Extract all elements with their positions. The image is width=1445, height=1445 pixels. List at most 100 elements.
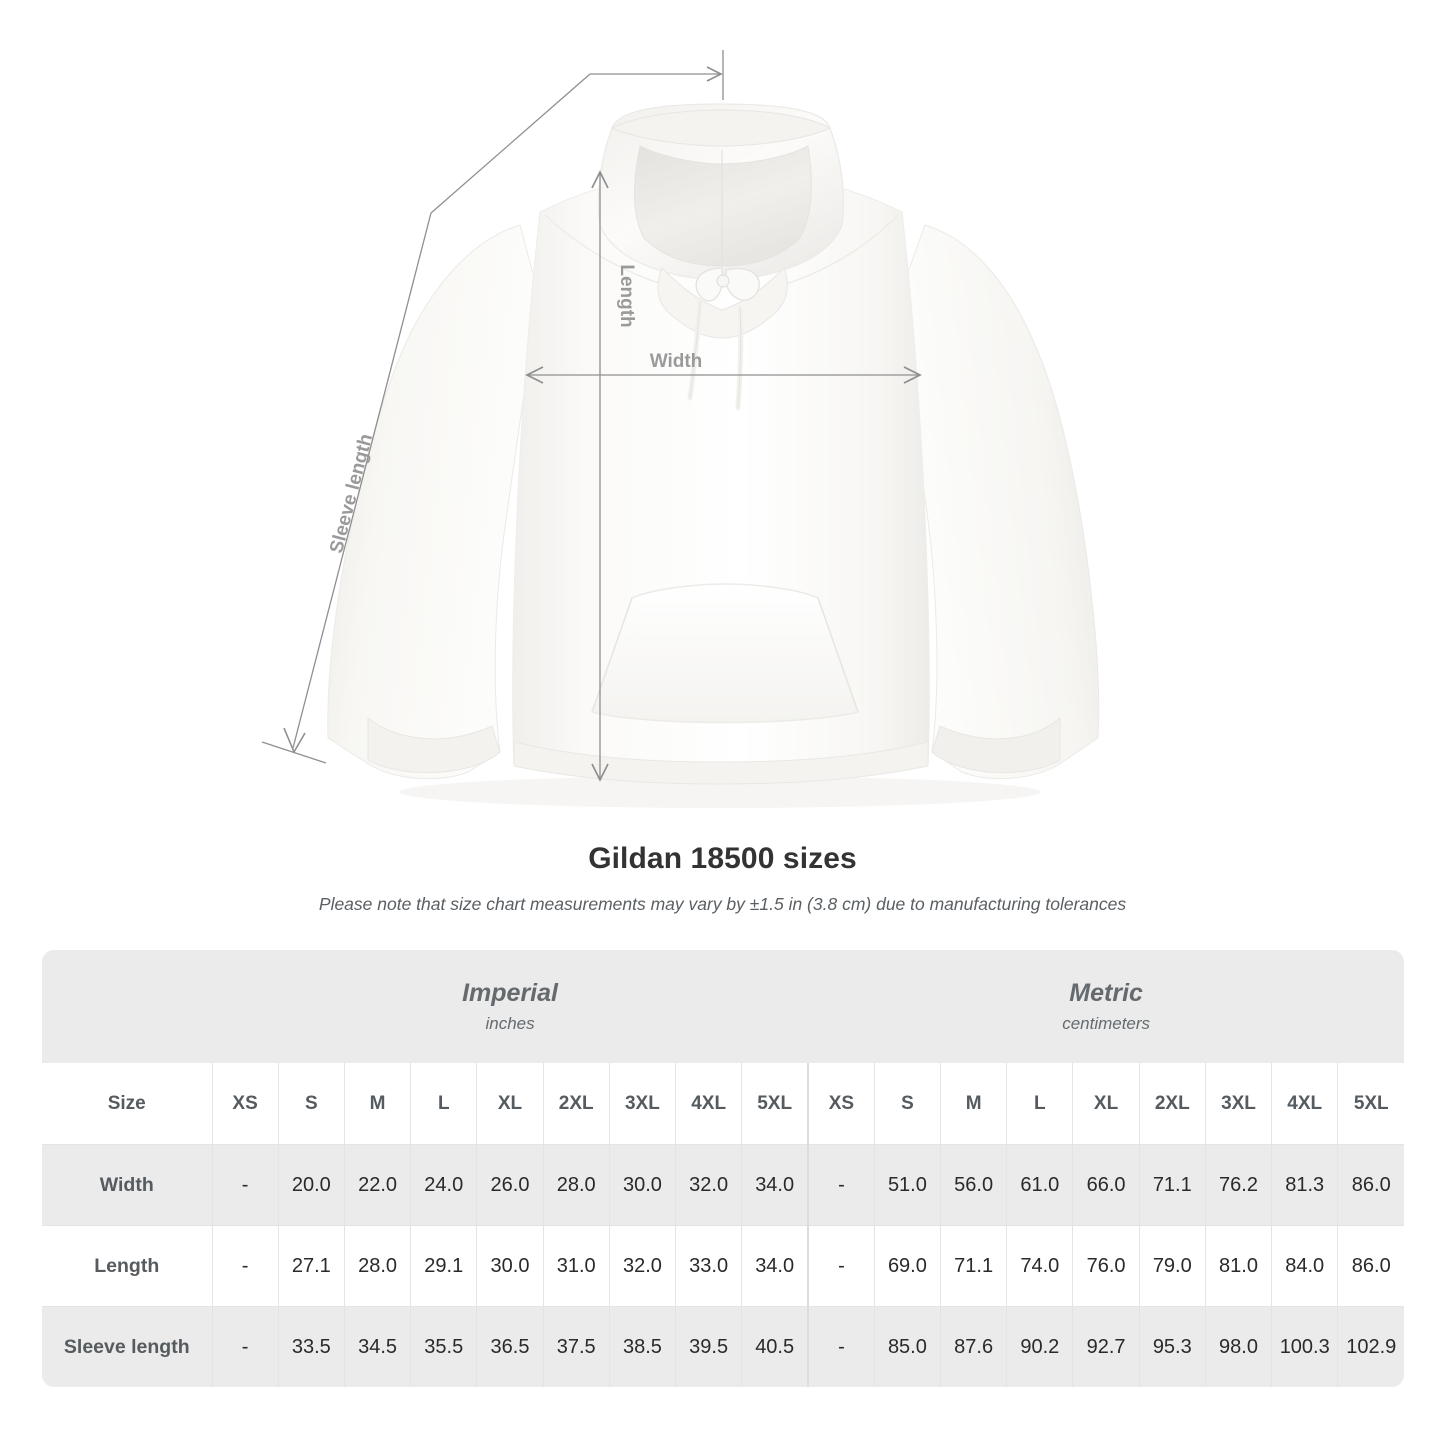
hoodie-diagram: Sleeve length Length Width: [261, 50, 1100, 808]
size-header-metric-4xl: 4XL: [1271, 1063, 1339, 1145]
cell-imperial: 35.5: [410, 1306, 478, 1387]
size-column-header: Size: [42, 1063, 213, 1145]
right-sleeve: [897, 224, 1100, 780]
cell-metric: -: [808, 1306, 875, 1387]
cell-metric: 86.0: [1337, 1225, 1405, 1307]
length-arrow-head-top: [591, 170, 609, 189]
size-header-metric-2xl: 2XL: [1139, 1063, 1206, 1145]
size-header-metric-5xl: 5XL: [1337, 1063, 1405, 1145]
cell-metric: 81.3: [1271, 1144, 1339, 1226]
cell-imperial: 33.0: [675, 1225, 743, 1307]
table-row: Sleeve length -33.5 34.5 35.5 36.5 37.5 38.5 39…: [42, 1306, 1405, 1387]
kangaroo-pocket: [591, 583, 859, 724]
drawstring-knot: [716, 274, 730, 288]
unit-name: Imperial: [462, 978, 558, 1007]
cell-metric: 66.0: [1072, 1144, 1140, 1226]
size-header-imperial-s: S: [278, 1063, 345, 1145]
cell-imperial: 33.5: [278, 1306, 345, 1387]
size-chart-table-wrap: Imperial inches Metric centimeters Size XS S M L…: [42, 950, 1405, 1387]
cell-metric: 95.3: [1139, 1306, 1206, 1387]
table-row: Length -27.1 28.0 29.1 30.0 31.0 32.0 33.0 34.0-…: [42, 1225, 1405, 1307]
sleeve-arrow-head-top: [706, 66, 723, 82]
cell-imperial: 20.0: [278, 1144, 345, 1226]
cell-metric: 56.0: [940, 1144, 1008, 1226]
hoodie-illustration: [327, 103, 1100, 808]
cell-metric: 98.0: [1205, 1306, 1273, 1387]
cell-imperial: 22.0: [344, 1144, 412, 1226]
right-cuff: [931, 716, 1061, 774]
cell-metric: 87.6: [940, 1306, 1008, 1387]
title-block: Gildan 18500 sizes Please note that size…: [0, 840, 1445, 916]
size-header-imperial-2xl: 2XL: [543, 1063, 610, 1145]
size-header-metric-xl: XL: [1072, 1063, 1140, 1145]
cell-metric: 76.2: [1205, 1144, 1273, 1226]
tolerance-note: Please note that size chart measurements…: [318, 894, 1127, 914]
length-arrow-head-bottom: [591, 763, 609, 782]
size-header-row: Size XS S M L XL 2XL 3XL 4XL 5XL XS S M L XL 2XL 3XL 4XL 5…: [42, 1063, 1405, 1145]
unit-subtitle: inches: [485, 1013, 535, 1033]
size-header-imperial-5xl: 5XL: [741, 1063, 810, 1145]
cell-metric: 102.9: [1337, 1306, 1405, 1387]
width-label: Width: [650, 351, 703, 372]
cell-imperial: 26.0: [476, 1144, 544, 1226]
cell-metric: 71.1: [1139, 1144, 1206, 1226]
width-arrow-head-left: [525, 366, 544, 384]
cell-imperial: 29.1: [410, 1225, 478, 1307]
size-header-imperial-3xl: 3XL: [609, 1063, 677, 1145]
row-label-width: Width: [42, 1144, 213, 1226]
unit-header-imperial: Imperial inches: [212, 950, 809, 1063]
cell-metric: 69.0: [874, 1225, 942, 1307]
unit-header-row: Imperial inches Metric centimeters: [42, 950, 1405, 1063]
cell-metric: 90.2: [1006, 1306, 1074, 1387]
sleeve-bottom-tick: [261, 741, 327, 764]
size-header-metric-m: M: [940, 1063, 1008, 1145]
row-label-length: Length: [42, 1225, 213, 1307]
cell-metric: 100.3: [1271, 1306, 1339, 1387]
cell-metric: 76.0: [1072, 1225, 1140, 1307]
size-header-imperial-m: M: [344, 1063, 412, 1145]
pocket-left-edge: [591, 597, 633, 713]
unit-header-corner: [42, 950, 212, 1063]
pocket-right-edge: [817, 597, 859, 713]
cell-imperial: 38.5: [609, 1306, 677, 1387]
length-label: Length: [616, 264, 637, 327]
size-header-metric-xs: XS: [808, 1063, 875, 1145]
size-header-metric-l: L: [1006, 1063, 1074, 1145]
cell-imperial: -: [212, 1225, 279, 1307]
cell-imperial: 40.5: [741, 1306, 810, 1387]
drawstring-left-outline: [689, 301, 701, 399]
cell-metric: 61.0: [1006, 1144, 1074, 1226]
cell-metric: 79.0: [1139, 1225, 1206, 1307]
drawstring-bow-right-loop: [725, 268, 760, 301]
cell-imperial: 30.0: [609, 1144, 677, 1226]
row-label-sleeve-length: Sleeve length: [42, 1306, 213, 1387]
page-title: Gildan 18500 sizes: [588, 842, 857, 875]
cell-metric: 86.0: [1337, 1144, 1405, 1226]
hoodie-diagram-svg: Sleeve length Length Width: [261, 50, 1100, 808]
drawstring-right-outline: [737, 307, 742, 409]
cell-imperial: 24.0: [410, 1144, 478, 1226]
cell-metric: 74.0: [1006, 1225, 1074, 1307]
unit-name: Metric: [1069, 978, 1143, 1007]
cell-metric: 51.0: [874, 1144, 942, 1226]
cell-metric: 84.0: [1271, 1225, 1339, 1307]
drawstring-bow-left-loop: [695, 267, 723, 302]
cell-imperial: 34.5: [344, 1306, 412, 1387]
size-header-imperial-xs: XS: [212, 1063, 279, 1145]
cell-imperial: 39.5: [675, 1306, 743, 1387]
left-sleeve: [327, 224, 541, 780]
cell-imperial: 32.0: [675, 1144, 743, 1226]
cell-imperial: 34.0: [741, 1144, 810, 1226]
hood-inner: [633, 145, 812, 267]
left-cuff: [367, 716, 501, 774]
unit-subtitle: centimeters: [1062, 1013, 1151, 1033]
cell-imperial: 37.5: [543, 1306, 610, 1387]
hood-rib-edge: [610, 109, 832, 147]
cell-imperial: 32.0: [609, 1225, 677, 1307]
cell-metric: 92.7: [1072, 1306, 1140, 1387]
cell-imperial: 36.5: [476, 1306, 544, 1387]
cell-metric: -: [808, 1144, 875, 1226]
cell-imperial: 27.1: [278, 1225, 345, 1307]
cell-imperial: -: [212, 1306, 279, 1387]
cell-imperial: -: [212, 1144, 279, 1226]
